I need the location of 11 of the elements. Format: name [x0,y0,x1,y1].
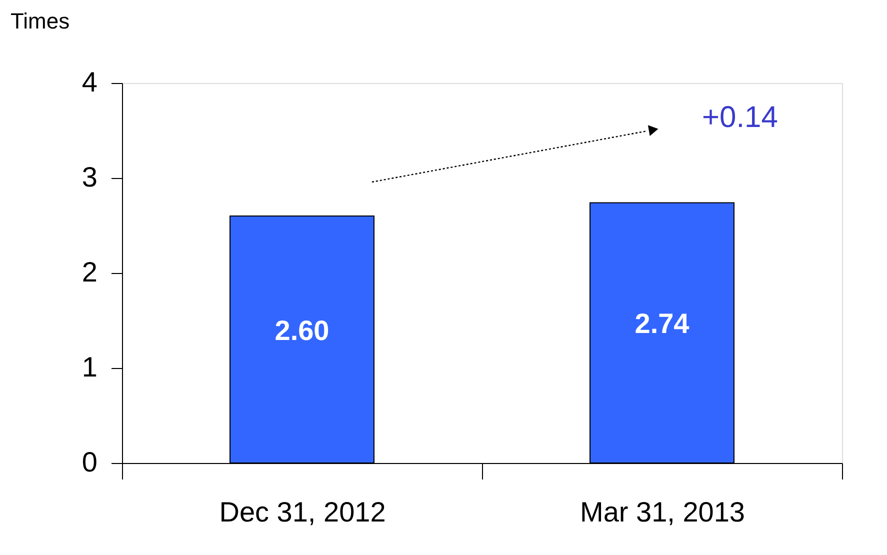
x-tick-label: Dec 31, 2012 [219,496,386,528]
y-tick-label: 0 [82,446,98,478]
data-label: 2.74 [634,308,690,340]
y-tick-label: 3 [82,162,98,192]
annotation: +0.14 [702,101,778,134]
y-tick-label: 2 [82,256,98,288]
data-label: 2.60 [274,315,330,346]
y-tick-label: 4 [82,66,98,98]
y-tick-label: 1 [82,352,98,382]
x-tick-label: Mar 31, 2013 [580,496,745,528]
y-axis-title: Times [10,8,70,34]
